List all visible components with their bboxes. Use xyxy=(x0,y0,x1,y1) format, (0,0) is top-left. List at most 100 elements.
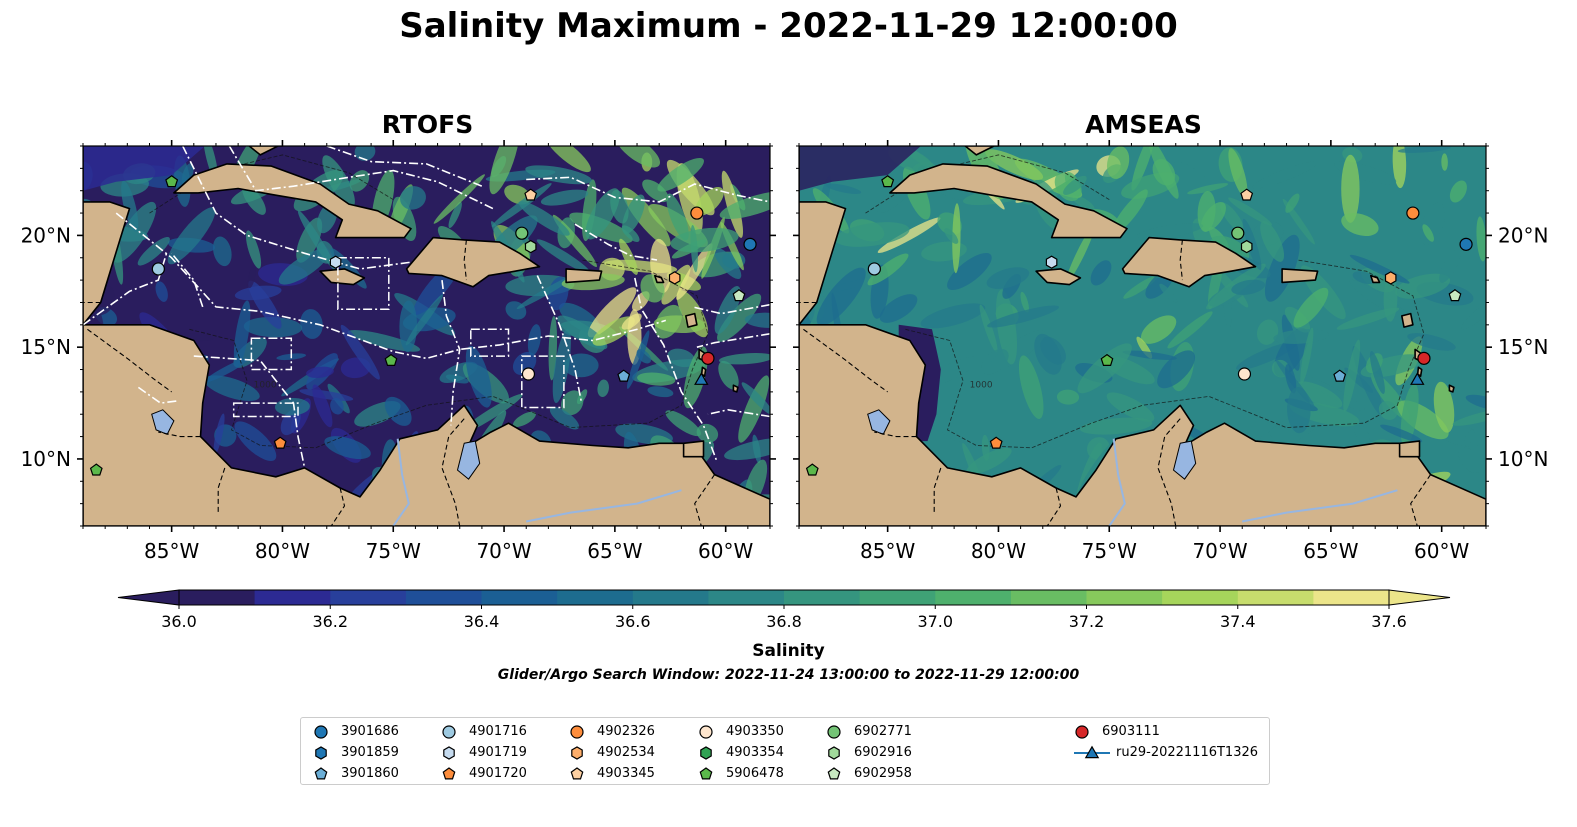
marker-4902534 xyxy=(668,271,681,285)
boundary-line xyxy=(441,280,461,426)
lake-maracaibo xyxy=(456,440,481,480)
marker-ru29-20221116T1326 xyxy=(1410,372,1425,385)
river xyxy=(1108,438,1126,526)
legend-label: ru29-20221116T1326 xyxy=(1116,745,1259,760)
boundary-line xyxy=(696,333,770,348)
marker-4903350 xyxy=(1237,367,1252,381)
country-border xyxy=(803,328,888,393)
panel-title-amseas: AMSEAS xyxy=(1085,110,1202,139)
marker-5906478b xyxy=(881,175,895,188)
legend-marker xyxy=(570,767,584,780)
river xyxy=(392,438,410,526)
land-guadeloupe xyxy=(685,312,698,328)
legend-marker xyxy=(442,725,456,739)
colorbar-tick-label: 37.6 xyxy=(1371,612,1407,631)
legend-label: 3901686 xyxy=(341,724,399,739)
marker-4901716 xyxy=(151,262,165,276)
country-border xyxy=(1179,239,1183,281)
legend-label: 6902771 xyxy=(854,724,912,739)
legend-label: 4903350 xyxy=(726,724,784,739)
boundary-line xyxy=(170,252,204,308)
colorbar-tick-label: 36.6 xyxy=(615,612,651,631)
land-st-lucia xyxy=(700,366,707,377)
colorbar-extend-high xyxy=(1388,589,1451,606)
marker-6902771 xyxy=(1231,226,1245,240)
marker-4903350 xyxy=(521,367,536,381)
legend-marker xyxy=(570,725,584,739)
country-border xyxy=(874,431,917,438)
legend-symbol xyxy=(570,725,584,739)
marker-4901720 xyxy=(989,436,1003,449)
country-border xyxy=(694,474,716,526)
marker-6902916 xyxy=(1240,239,1253,254)
lake-nicaragua xyxy=(151,409,175,436)
depth-contour xyxy=(149,154,394,214)
land-hispaniola xyxy=(405,236,541,288)
boundary-line xyxy=(574,223,658,261)
colorbar-bin xyxy=(708,590,785,605)
legend-symbol xyxy=(1075,725,1089,739)
chart-title: Salinity Maximum - 2022-11-29 12:00:00 xyxy=(399,6,1178,46)
legend-label: 4901719 xyxy=(469,745,527,760)
marker-5906478 xyxy=(89,463,103,476)
boundary-line xyxy=(181,146,412,270)
legend-symbol xyxy=(443,746,455,760)
x-tick-label: 75°W xyxy=(366,539,421,563)
colorbar-bin xyxy=(1237,590,1314,605)
y-tick-label: 20°N xyxy=(1498,223,1548,247)
colorbar-tick-label: 36.0 xyxy=(161,612,197,631)
search-window-caption: Glider/Argo Search Window: 2022-11-24 13… xyxy=(497,667,1080,683)
lake-maracaibo xyxy=(1172,440,1197,480)
boundary-box xyxy=(232,402,299,418)
legend-symbol xyxy=(442,725,456,739)
y-tick-label: 10°N xyxy=(21,447,71,471)
land-cuba xyxy=(173,163,412,239)
depth-contour xyxy=(189,259,709,449)
legend-marker xyxy=(314,725,328,739)
lake-nicaragua xyxy=(867,409,891,436)
map-rtofs: 1000 xyxy=(83,146,770,526)
colorbar-bin xyxy=(254,590,331,605)
marker-6903111 xyxy=(1417,351,1431,365)
land-jamaica xyxy=(319,268,366,286)
legend-marker xyxy=(827,725,841,739)
legend-label: 6902916 xyxy=(854,745,912,760)
legend-label: 3901859 xyxy=(341,745,399,760)
boundary-line xyxy=(526,176,770,203)
legend-symbol xyxy=(827,767,841,780)
land-lesser-antilles-north xyxy=(654,274,665,284)
marker-4901716 xyxy=(867,262,881,276)
legend-label: 4903345 xyxy=(597,766,655,781)
x-tick-label: 60°W xyxy=(1414,539,1469,563)
x-tick-label: 75°W xyxy=(1082,539,1137,563)
colorbar-bin xyxy=(1162,590,1239,605)
boundary-line xyxy=(115,212,667,360)
legend: 3901686 3901859 3901860 4901716 4901719 49017… xyxy=(300,717,1270,785)
land-lesser-antilles-north xyxy=(1370,274,1381,284)
x-tick-label: 85°W xyxy=(860,539,915,563)
panel-title-rtofs: RTOFS xyxy=(381,110,474,139)
colorbar-bin xyxy=(405,590,482,605)
boundary-line xyxy=(326,146,483,187)
legend-marker xyxy=(1075,725,1089,739)
marker-4902326 xyxy=(1406,206,1420,220)
y-tick-label: 10°N xyxy=(1498,447,1548,471)
marker-5906478c xyxy=(1100,353,1114,366)
legend-marker xyxy=(314,767,328,780)
x-tick-label: 65°W xyxy=(1303,539,1358,563)
legend-marker xyxy=(700,746,712,760)
axes-rtofs: 85°W 80°W 75°W 70°W 65°W 60°W 20°N 15°N 10°N xyxy=(21,140,776,563)
depth-contour xyxy=(905,259,1425,449)
marker-4902326 xyxy=(690,206,704,220)
land-hispaniola xyxy=(1121,236,1257,288)
legend-marker xyxy=(1074,745,1110,759)
legend-triangle xyxy=(1084,745,1100,759)
marker-5906478c xyxy=(384,353,398,366)
marker-4903345 xyxy=(1240,188,1254,201)
x-tick-label: 80°W xyxy=(971,539,1026,563)
colorbar-tick-label: 37.4 xyxy=(1220,612,1256,631)
land-jamaica xyxy=(1035,268,1082,286)
boundary-line xyxy=(228,146,494,210)
plot-frame xyxy=(798,145,1487,527)
